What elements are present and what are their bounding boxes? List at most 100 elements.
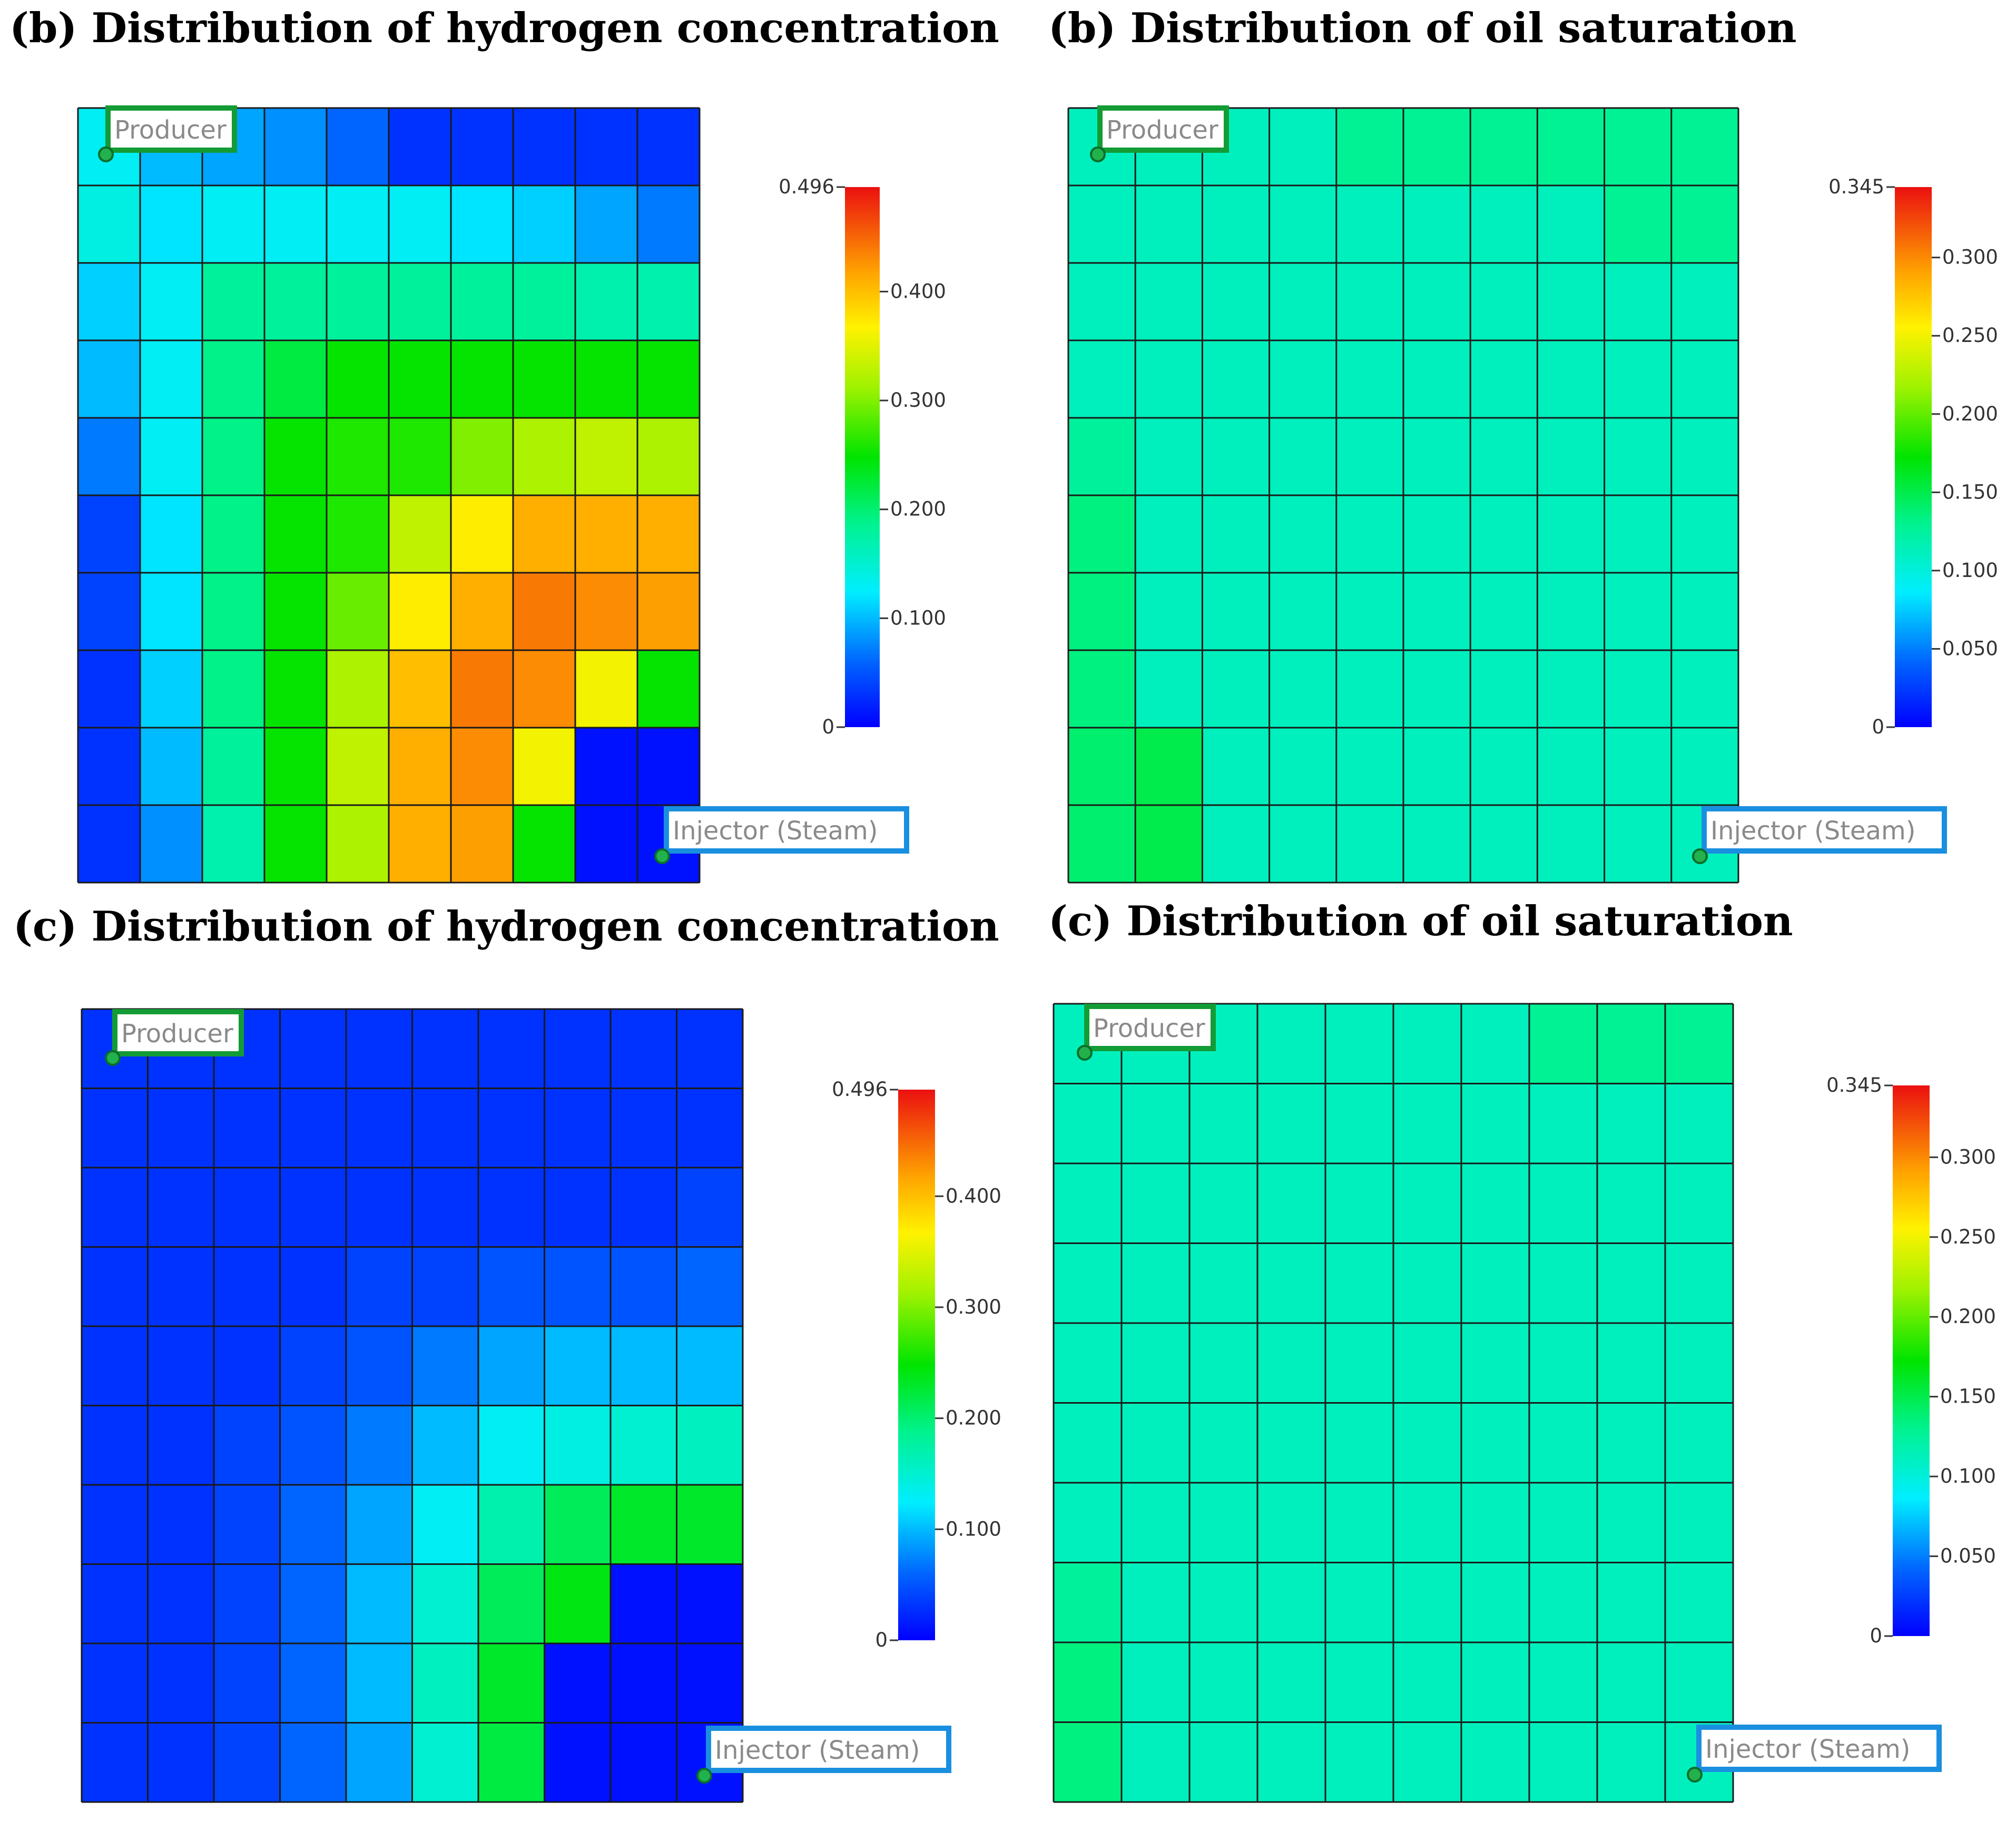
heatmap-cell bbox=[1054, 1163, 1122, 1244]
heatmap-cell bbox=[1325, 1083, 1394, 1164]
heatmap-cell bbox=[1529, 1163, 1598, 1244]
heatmap-grid bbox=[1067, 107, 1739, 884]
heatmap-cell bbox=[1393, 1163, 1462, 1244]
heatmap-cell bbox=[1257, 1323, 1326, 1404]
heatmap-cell bbox=[637, 495, 700, 573]
colorbar-tick-label: 0.100 bbox=[1940, 1465, 1996, 1487]
heatmap-cell bbox=[1470, 728, 1538, 806]
heatmap-cell bbox=[389, 263, 451, 341]
heatmap-cell bbox=[147, 1247, 214, 1327]
heatmap-cell bbox=[478, 1643, 545, 1724]
heatmap-cell bbox=[1054, 1083, 1122, 1164]
heatmap-cell bbox=[1665, 1642, 1734, 1723]
heatmap-cell bbox=[1202, 418, 1270, 496]
heatmap-cell bbox=[1537, 108, 1605, 186]
heatmap-cell bbox=[412, 1405, 479, 1485]
heatmap-cell bbox=[1537, 650, 1605, 728]
heatmap-cell bbox=[1257, 1243, 1326, 1324]
heatmap-cell bbox=[1135, 340, 1203, 418]
heatmap-cell bbox=[1336, 108, 1404, 186]
colorbar-gradient bbox=[1895, 187, 1932, 727]
heatmap-cell bbox=[1470, 185, 1538, 263]
heatmap-cell bbox=[82, 1326, 149, 1406]
heatmap-cell bbox=[1403, 108, 1471, 186]
heatmap-cell bbox=[1470, 805, 1538, 883]
heatmap-cell bbox=[389, 573, 451, 651]
colorbar-tick-label: 0.200 bbox=[1940, 1305, 1996, 1328]
heatmap-cell bbox=[412, 1009, 479, 1089]
heatmap-cell bbox=[1665, 1163, 1734, 1244]
heatmap-cell bbox=[1529, 1243, 1598, 1324]
panel-title: (c) Distribution of hydrogen concentrati… bbox=[13, 903, 999, 951]
injector-label: Injector (Steam) bbox=[696, 1726, 951, 1784]
heatmap-cell bbox=[637, 418, 700, 496]
heatmap-cell bbox=[1665, 1323, 1734, 1404]
heatmap-cell bbox=[1604, 728, 1672, 806]
heatmap-cell bbox=[1122, 1722, 1190, 1803]
producer-label-box bbox=[105, 105, 237, 153]
heatmap-cell bbox=[1537, 263, 1605, 341]
heatmap-cell bbox=[1671, 263, 1739, 341]
heatmap-cell bbox=[389, 418, 451, 496]
heatmap-cell bbox=[478, 1485, 545, 1565]
heatmap-cell bbox=[544, 1564, 611, 1644]
heatmap-cell bbox=[346, 1247, 413, 1327]
producer-label: Producer bbox=[105, 1009, 244, 1066]
heatmap-cell bbox=[140, 185, 203, 263]
heatmap-cell bbox=[513, 108, 576, 186]
heatmap-cell bbox=[1325, 1483, 1394, 1563]
heatmap-cell bbox=[202, 263, 265, 341]
heatmap-cell bbox=[637, 108, 700, 186]
heatmap-cell bbox=[1470, 263, 1538, 341]
heatmap-cell bbox=[1604, 805, 1672, 883]
heatmap-cell bbox=[1068, 728, 1136, 806]
heatmap-cell bbox=[78, 263, 141, 341]
heatmap-cell bbox=[1257, 1562, 1326, 1643]
colorbar-tick-label: 0.050 bbox=[1942, 637, 1998, 660]
heatmap-cell bbox=[1537, 805, 1605, 883]
colorbar-tick-label: 0.300 bbox=[1942, 246, 1998, 269]
heatmap-cell bbox=[346, 1088, 413, 1168]
heatmap-cell bbox=[327, 263, 389, 341]
heatmap-cell bbox=[611, 1168, 677, 1248]
heatmap-cell bbox=[280, 1485, 347, 1565]
heatmap-cell bbox=[1393, 1403, 1462, 1483]
colorbar: 0.496 0 0.100 0.200 0.300 0.400 bbox=[832, 1078, 1001, 1651]
heatmap-cell bbox=[1257, 1083, 1326, 1164]
heatmap-cell bbox=[575, 185, 638, 263]
heatmap-cell bbox=[1461, 1323, 1530, 1404]
heatmap-cell bbox=[544, 1168, 611, 1248]
colorbar-max-label: 0.496 bbox=[779, 175, 834, 198]
heatmap-cell bbox=[346, 1009, 413, 1089]
heatmap-cell bbox=[82, 1485, 149, 1565]
heatmap-cell bbox=[1393, 1004, 1462, 1084]
heatmap-cell bbox=[1189, 1642, 1258, 1723]
heatmap-cell bbox=[264, 728, 327, 806]
heatmap-cell bbox=[1325, 1403, 1394, 1483]
heatmap-cell bbox=[346, 1564, 413, 1644]
heatmap-cell bbox=[676, 1405, 743, 1485]
heatmap-cell bbox=[575, 805, 638, 883]
heatmap-cell bbox=[611, 1722, 677, 1803]
injector-label-text: Injector (Steam) bbox=[715, 1736, 920, 1765]
heatmap-grid bbox=[81, 1008, 744, 1803]
heatmap-cell bbox=[1189, 1483, 1258, 1563]
heatmap-cell bbox=[637, 650, 700, 728]
heatmap-cell bbox=[1135, 728, 1203, 806]
injector-label: Injector (Steam) bbox=[1692, 806, 1947, 864]
heatmap-cell bbox=[1604, 418, 1672, 496]
heatmap-cell bbox=[1336, 728, 1404, 806]
heatmap-cell bbox=[140, 263, 203, 341]
heatmap-cell bbox=[1122, 1323, 1190, 1404]
colorbar-tick-label: 0.150 bbox=[1940, 1385, 1996, 1408]
heatmap-cell bbox=[544, 1009, 611, 1089]
colorbar-max-label: 0.345 bbox=[1826, 1074, 1882, 1096]
colorbar-tick-label: 0.200 bbox=[1942, 403, 1998, 425]
heatmap-cell bbox=[82, 1168, 149, 1248]
heatmap-cell bbox=[1202, 573, 1270, 651]
heatmap-cell bbox=[1336, 185, 1404, 263]
heatmap-cell bbox=[147, 1168, 214, 1248]
heatmap-cell bbox=[280, 1088, 347, 1168]
heatmap-cell bbox=[1202, 650, 1270, 728]
heatmap-cell bbox=[1202, 185, 1270, 263]
